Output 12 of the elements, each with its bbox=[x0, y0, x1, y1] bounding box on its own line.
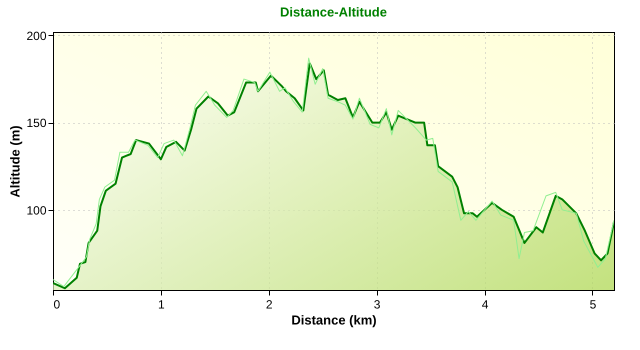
x-tick-label: 5 bbox=[590, 298, 597, 312]
y-axis-title: Altitude (m) bbox=[7, 125, 22, 198]
x-tick-label: 0 bbox=[54, 298, 60, 312]
x-tick-label: 2 bbox=[266, 298, 273, 312]
y-tick-label: 100 bbox=[26, 203, 47, 218]
x-tick-label: 3 bbox=[374, 298, 381, 312]
y-tick-label: 200 bbox=[26, 28, 47, 43]
x-tick-label: 1 bbox=[158, 298, 166, 312]
x-tick-label: 4 bbox=[482, 298, 489, 312]
y-tick-label: 150 bbox=[26, 116, 47, 130]
x-axis-title: Distance (km) bbox=[291, 312, 377, 328]
chart-title: Distance-Altitude bbox=[280, 4, 387, 20]
